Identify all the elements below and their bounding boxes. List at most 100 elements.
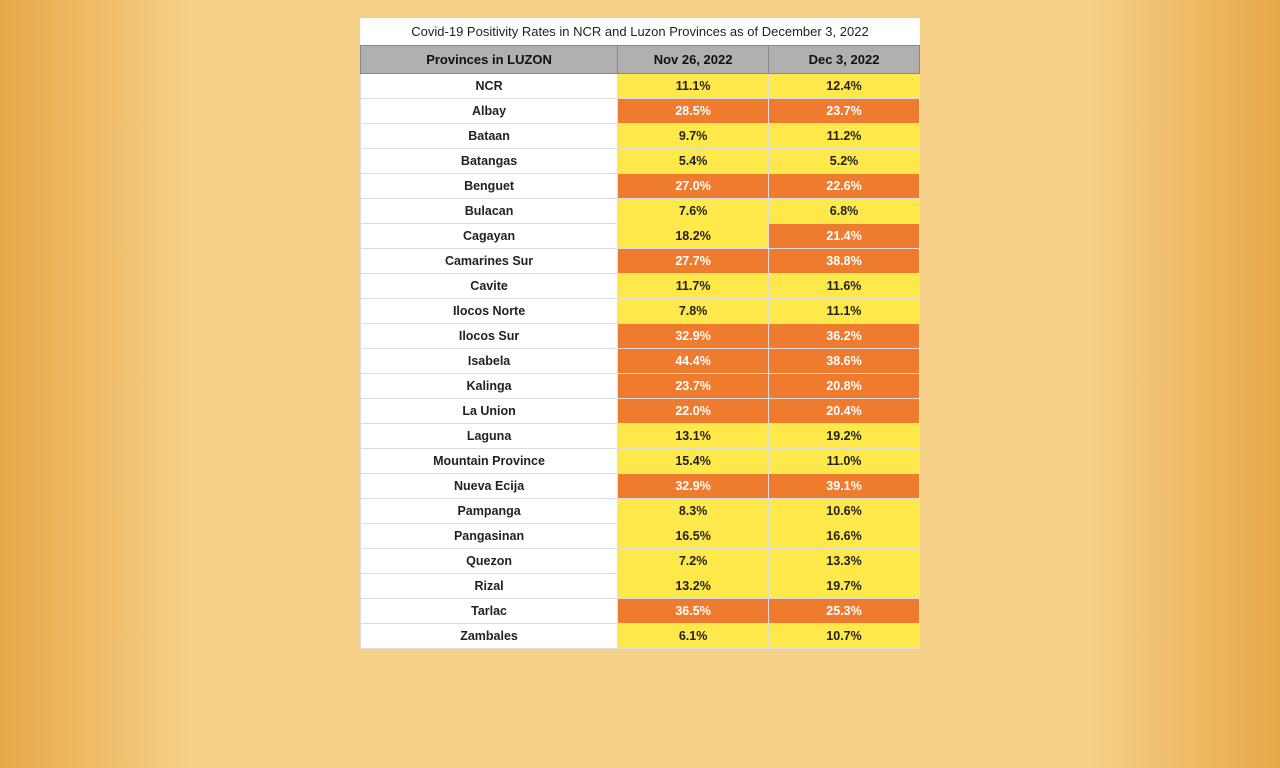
nov-value-cell: 22.0%	[618, 399, 769, 424]
nov-value-cell: 5.4%	[618, 149, 769, 174]
province-cell: Pampanga	[361, 499, 618, 524]
province-cell: Kalinga	[361, 374, 618, 399]
table-row: La Union22.0%20.4%	[361, 399, 920, 424]
table-row: Pangasinan16.5%16.6%	[361, 524, 920, 549]
dec-value-cell: 39.1%	[769, 474, 920, 499]
table-row: Nueva Ecija32.9%39.1%	[361, 474, 920, 499]
nov-value-cell: 8.3%	[618, 499, 769, 524]
table-row: Ilocos Sur32.9%36.2%	[361, 324, 920, 349]
province-cell: Cagayan	[361, 224, 618, 249]
dec-value-cell: 22.6%	[769, 174, 920, 199]
table-row: Ilocos Norte7.8%11.1%	[361, 299, 920, 324]
dec-value-cell: 11.1%	[769, 299, 920, 324]
nov-value-cell: 32.9%	[618, 474, 769, 499]
nov-value-cell: 36.5%	[618, 599, 769, 624]
col-header-nov: Nov 26, 2022	[618, 46, 769, 74]
nov-value-cell: 13.1%	[618, 424, 769, 449]
province-cell: Rizal	[361, 574, 618, 599]
province-cell: Ilocos Sur	[361, 324, 618, 349]
nov-value-cell: 6.1%	[618, 624, 769, 649]
dec-value-cell: 11.6%	[769, 274, 920, 299]
col-header-province: Provinces in LUZON	[361, 46, 618, 74]
table-row: Laguna13.1%19.2%	[361, 424, 920, 449]
nov-value-cell: 11.7%	[618, 274, 769, 299]
province-cell: Laguna	[361, 424, 618, 449]
province-cell: Tarlac	[361, 599, 618, 624]
table-row: Tarlac36.5%25.3%	[361, 599, 920, 624]
province-cell: NCR	[361, 74, 618, 99]
nov-value-cell: 27.0%	[618, 174, 769, 199]
dec-value-cell: 11.0%	[769, 449, 920, 474]
table-row: Bulacan7.6%6.8%	[361, 199, 920, 224]
province-cell: Isabela	[361, 349, 618, 374]
table-row: Zambales6.1%10.7%	[361, 624, 920, 649]
province-cell: Ilocos Norte	[361, 299, 618, 324]
province-cell: Cavite	[361, 274, 618, 299]
dec-value-cell: 36.2%	[769, 324, 920, 349]
nov-value-cell: 7.2%	[618, 549, 769, 574]
dec-value-cell: 21.4%	[769, 224, 920, 249]
table-row: Mountain Province15.4%11.0%	[361, 449, 920, 474]
nov-value-cell: 9.7%	[618, 124, 769, 149]
nov-value-cell: 7.6%	[618, 199, 769, 224]
table-header-row: Provinces in LUZON Nov 26, 2022 Dec 3, 2…	[361, 46, 920, 74]
province-cell: La Union	[361, 399, 618, 424]
table-row: Bataan9.7%11.2%	[361, 124, 920, 149]
province-cell: Zambales	[361, 624, 618, 649]
dec-value-cell: 19.2%	[769, 424, 920, 449]
table-row: Benguet27.0%22.6%	[361, 174, 920, 199]
dec-value-cell: 38.8%	[769, 249, 920, 274]
nov-value-cell: 28.5%	[618, 99, 769, 124]
dec-value-cell: 19.7%	[769, 574, 920, 599]
nov-value-cell: 44.4%	[618, 349, 769, 374]
dec-value-cell: 23.7%	[769, 99, 920, 124]
province-cell: Mountain Province	[361, 449, 618, 474]
nov-value-cell: 18.2%	[618, 224, 769, 249]
nov-value-cell: 13.2%	[618, 574, 769, 599]
table-row: Pampanga8.3%10.6%	[361, 499, 920, 524]
dec-value-cell: 20.8%	[769, 374, 920, 399]
dec-value-cell: 16.6%	[769, 524, 920, 549]
table-row: Rizal13.2%19.7%	[361, 574, 920, 599]
dec-value-cell: 11.2%	[769, 124, 920, 149]
nov-value-cell: 27.7%	[618, 249, 769, 274]
table-row: Batangas5.4%5.2%	[361, 149, 920, 174]
dec-value-cell: 20.4%	[769, 399, 920, 424]
province-cell: Camarines Sur	[361, 249, 618, 274]
dec-value-cell: 12.4%	[769, 74, 920, 99]
province-cell: Benguet	[361, 174, 618, 199]
province-cell: Bulacan	[361, 199, 618, 224]
positivity-table: Provinces in LUZON Nov 26, 2022 Dec 3, 2…	[360, 45, 920, 649]
province-cell: Quezon	[361, 549, 618, 574]
dec-value-cell: 5.2%	[769, 149, 920, 174]
province-cell: Pangasinan	[361, 524, 618, 549]
nov-value-cell: 23.7%	[618, 374, 769, 399]
table-row: Albay28.5%23.7%	[361, 99, 920, 124]
province-cell: Bataan	[361, 124, 618, 149]
dec-value-cell: 10.6%	[769, 499, 920, 524]
nov-value-cell: 15.4%	[618, 449, 769, 474]
col-header-dec: Dec 3, 2022	[769, 46, 920, 74]
nov-value-cell: 32.9%	[618, 324, 769, 349]
table-title: Covid-19 Positivity Rates in NCR and Luz…	[360, 18, 920, 45]
positivity-table-container: Covid-19 Positivity Rates in NCR and Luz…	[360, 18, 920, 649]
nov-value-cell: 7.8%	[618, 299, 769, 324]
dec-value-cell: 10.7%	[769, 624, 920, 649]
nov-value-cell: 16.5%	[618, 524, 769, 549]
table-row: Isabela44.4%38.6%	[361, 349, 920, 374]
table-row: Cavite11.7%11.6%	[361, 274, 920, 299]
table-row: Kalinga23.7%20.8%	[361, 374, 920, 399]
province-cell: Batangas	[361, 149, 618, 174]
table-body: NCR11.1%12.4%Albay28.5%23.7%Bataan9.7%11…	[361, 74, 920, 649]
dec-value-cell: 25.3%	[769, 599, 920, 624]
table-row: NCR11.1%12.4%	[361, 74, 920, 99]
province-cell: Albay	[361, 99, 618, 124]
table-row: Quezon7.2%13.3%	[361, 549, 920, 574]
dec-value-cell: 13.3%	[769, 549, 920, 574]
province-cell: Nueva Ecija	[361, 474, 618, 499]
dec-value-cell: 6.8%	[769, 199, 920, 224]
table-row: Camarines Sur27.7%38.8%	[361, 249, 920, 274]
table-row: Cagayan18.2%21.4%	[361, 224, 920, 249]
dec-value-cell: 38.6%	[769, 349, 920, 374]
nov-value-cell: 11.1%	[618, 74, 769, 99]
